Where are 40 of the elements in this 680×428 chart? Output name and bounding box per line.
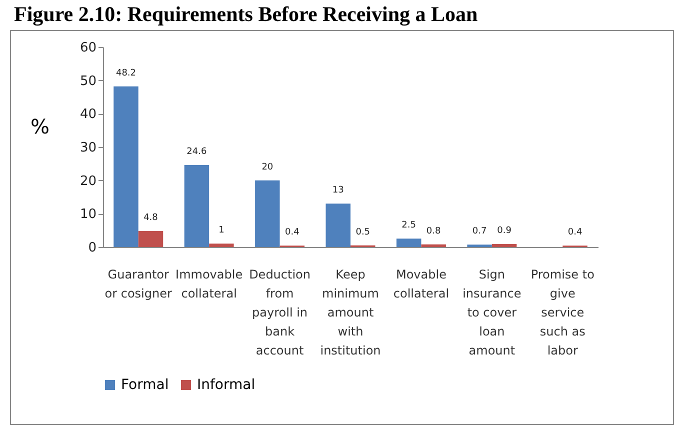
data-label: 0.8 xyxy=(426,226,442,236)
data-label: 0.4 xyxy=(568,228,582,238)
bar xyxy=(326,204,350,247)
data-label: 20 xyxy=(262,162,274,172)
data-label: 13 xyxy=(332,186,344,196)
y-axis-title: % xyxy=(30,114,50,138)
data-label: 0.5 xyxy=(356,227,370,238)
y-tick-label: 20 xyxy=(80,174,96,189)
bar xyxy=(255,180,280,247)
x-tick-label: Movable collateral xyxy=(393,268,450,300)
y-tick-label: 40 xyxy=(80,107,96,122)
bar xyxy=(492,244,517,247)
bar xyxy=(209,244,234,247)
y-tick-label: 50 xyxy=(80,74,96,89)
x-tick-label: Promise to give service such as labor xyxy=(530,268,594,358)
x-tick-label: Sign insurance to cover loan amount xyxy=(462,268,522,358)
data-label: 0.4 xyxy=(284,228,300,238)
bar xyxy=(396,238,422,247)
x-tick-label: Guarantor or cosigner xyxy=(104,268,172,300)
legend-label: Formal xyxy=(121,377,169,393)
y-tick-label: 30 xyxy=(80,140,96,156)
bar xyxy=(421,244,446,247)
chart-title: Figure 2.10: Requirements Before Receiving a Loan xyxy=(14,2,479,28)
data-label: 4.8 xyxy=(144,213,158,223)
x-tick-label: Immovable collateral xyxy=(176,268,243,300)
data-label: 0.7 xyxy=(472,226,487,237)
y-tick-label: 10 xyxy=(80,207,96,222)
x-tick-label: Keep minimum amount with institution xyxy=(320,268,381,358)
data-label: 0.9 xyxy=(497,226,512,236)
data-label: 48.2 xyxy=(116,68,136,78)
data-label: 2.5 xyxy=(402,220,416,231)
bar xyxy=(138,231,164,247)
y-tick-label: 60 xyxy=(80,40,96,56)
legend-label: Informal xyxy=(197,377,256,393)
data-label: 1 xyxy=(218,226,224,236)
x-tick-label: Deduction from payroll in bank account xyxy=(249,268,311,358)
bar xyxy=(184,165,210,247)
data-label: 24.6 xyxy=(186,147,207,157)
bar xyxy=(114,86,138,247)
y-tick-label: 0 xyxy=(88,240,96,256)
